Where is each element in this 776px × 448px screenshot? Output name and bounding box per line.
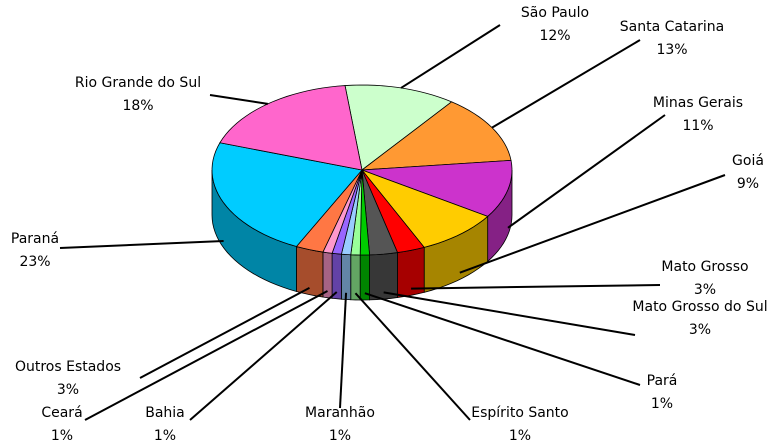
slice-label: Mato Grosso 3% bbox=[620, 256, 776, 302]
slice-name: Maranhão bbox=[305, 405, 375, 421]
slice-name: Outros Estados bbox=[14, 359, 122, 375]
slice-label: Outros Estados 3% bbox=[0, 356, 153, 402]
slice-label: Minas Gerais 11% bbox=[613, 92, 776, 138]
leader-line bbox=[354, 292, 471, 421]
leader-line bbox=[84, 290, 328, 421]
slice-value: 11% bbox=[682, 118, 714, 134]
slice-label: Maranhão 1% bbox=[255, 402, 425, 448]
slice-label: Goiá 9% bbox=[663, 150, 776, 196]
slice-value: 1% bbox=[328, 428, 352, 444]
slice bbox=[344, 84, 453, 171]
slice-label: São Paulo 12% bbox=[470, 2, 640, 48]
slice-name: Paraná bbox=[10, 231, 60, 247]
slice-name: Rio Grande do Sul bbox=[74, 75, 202, 91]
slice-side bbox=[369, 252, 398, 301]
slice-value: 18% bbox=[122, 98, 154, 114]
slice-value: 3% bbox=[688, 322, 712, 338]
slice-value: 3% bbox=[56, 382, 80, 398]
slice-label: Bahia 1% bbox=[80, 402, 250, 448]
leader-line bbox=[209, 94, 268, 105]
leader-line bbox=[139, 286, 310, 379]
slice-value: 13% bbox=[656, 42, 688, 58]
slice-value: 1% bbox=[50, 428, 74, 444]
slice-name: Santa Catarina bbox=[619, 19, 725, 35]
slice-name: Goiá bbox=[732, 153, 764, 169]
leader-line bbox=[364, 292, 641, 386]
leader-line bbox=[383, 291, 636, 336]
slice-side bbox=[359, 254, 370, 301]
slice-name: Mato Grosso do Sul bbox=[632, 299, 768, 315]
slice-value: 3% bbox=[693, 282, 717, 298]
slice-name: Ceará bbox=[41, 405, 83, 421]
slice-name: Mato Grosso bbox=[661, 259, 749, 275]
slice-name: Pará bbox=[646, 373, 678, 389]
slice-name: Bahia bbox=[145, 405, 185, 421]
slice-label: Rio Grande do Sul 18% bbox=[53, 72, 223, 118]
leader-line bbox=[189, 291, 338, 421]
slice-value: 23% bbox=[19, 254, 51, 270]
leader-line bbox=[400, 24, 501, 89]
slice bbox=[360, 169, 489, 248]
slice-value: 1% bbox=[153, 428, 177, 444]
slice-label: Paraná 23% bbox=[0, 228, 120, 274]
slice-name: São Paulo bbox=[520, 5, 590, 21]
slice bbox=[361, 159, 513, 217]
leader-line bbox=[339, 292, 348, 409]
slice-value: 1% bbox=[508, 428, 532, 444]
leader-line bbox=[507, 114, 666, 229]
leader-line bbox=[59, 240, 224, 249]
slice-label: Mato Grosso do Sul 3% bbox=[630, 296, 770, 342]
slice bbox=[211, 142, 363, 247]
slice-label: Espírito Santo 1% bbox=[435, 402, 605, 448]
slice-value: 9% bbox=[736, 176, 760, 192]
slice-value: 1% bbox=[650, 396, 674, 412]
slice-side bbox=[397, 246, 425, 299]
slice-label: Pará 1% bbox=[577, 370, 747, 416]
slice-label: Santa Catarina 13% bbox=[587, 16, 757, 62]
leader-line bbox=[459, 174, 726, 274]
slice bbox=[219, 85, 363, 171]
leader-line bbox=[411, 284, 661, 290]
leader-line bbox=[491, 39, 641, 129]
slice-side bbox=[296, 245, 324, 298]
slice-value: 12% bbox=[539, 28, 571, 44]
slice-name: Espírito Santo bbox=[471, 405, 569, 421]
slice-name: Minas Gerais bbox=[652, 95, 744, 111]
slice-label: Ceará 1% bbox=[0, 402, 147, 448]
